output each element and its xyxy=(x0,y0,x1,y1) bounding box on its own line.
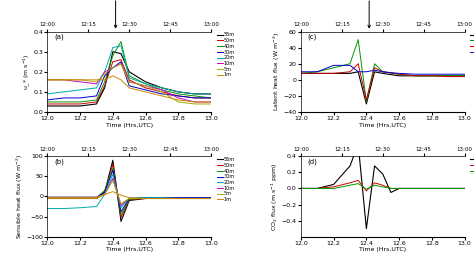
Legend: 55m, 40m, 20m, 5m: 55m, 40m, 20m, 5m xyxy=(470,32,474,54)
X-axis label: Time (Hrs,UTC): Time (Hrs,UTC) xyxy=(359,247,406,252)
Y-axis label: CO$_2$ flux (m s$^{-1}$ ppm): CO$_2$ flux (m s$^{-1}$ ppm) xyxy=(270,163,280,231)
Y-axis label: Sensible heat flux (W m$^{-2}$): Sensible heat flux (W m$^{-2}$) xyxy=(15,154,25,239)
Text: (b): (b) xyxy=(54,159,64,165)
Text: Large temperature drop: Large temperature drop xyxy=(78,0,154,28)
Text: (d): (d) xyxy=(308,159,318,165)
Text: Large temperature drop: Large temperature drop xyxy=(331,0,407,28)
X-axis label: Time (Hrs,UTC): Time (Hrs,UTC) xyxy=(359,123,406,128)
Legend: 55m, 50m, 40m, 30m, 20m, 10m, 5m, 1m: 55m, 50m, 40m, 30m, 20m, 10m, 5m, 1m xyxy=(217,157,235,202)
X-axis label: Time (Hrs,UTC): Time (Hrs,UTC) xyxy=(106,247,153,252)
Text: (c): (c) xyxy=(308,34,317,41)
Legend: 40m, 20m, 5m: 40m, 20m, 5m xyxy=(470,157,474,174)
Y-axis label: u_* (m s$^{-1}$): u_* (m s$^{-1}$) xyxy=(21,54,32,90)
Y-axis label: Latent heat flux (W m$^{-2}$): Latent heat flux (W m$^{-2}$) xyxy=(272,32,282,111)
Text: (a): (a) xyxy=(54,34,64,41)
X-axis label: Time (Hrs,UTC): Time (Hrs,UTC) xyxy=(106,123,153,128)
Legend: 55m, 50m, 40m, 30m, 20m, 10m, 5m, 1m: 55m, 50m, 40m, 30m, 20m, 10m, 5m, 1m xyxy=(217,32,235,78)
